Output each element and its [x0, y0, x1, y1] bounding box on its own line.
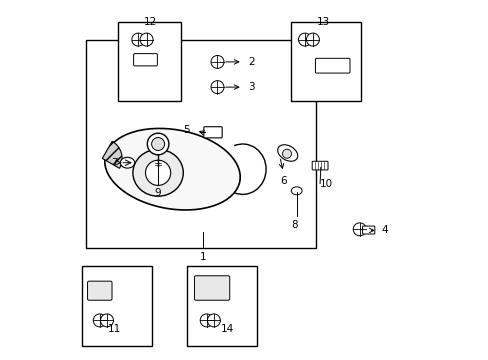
FancyBboxPatch shape: [87, 281, 112, 300]
Circle shape: [211, 81, 224, 94]
Text: 12: 12: [143, 17, 157, 27]
Circle shape: [211, 55, 224, 68]
FancyBboxPatch shape: [362, 226, 374, 234]
Ellipse shape: [291, 187, 302, 195]
FancyBboxPatch shape: [203, 127, 222, 138]
Bar: [290, 22, 360, 101]
Ellipse shape: [277, 145, 297, 161]
Text: 6: 6: [280, 176, 286, 186]
Text: 3: 3: [247, 82, 254, 92]
Circle shape: [306, 33, 319, 46]
Text: 7: 7: [111, 158, 118, 168]
Wedge shape: [102, 141, 122, 168]
Bar: [186, 266, 257, 346]
Circle shape: [352, 223, 366, 236]
FancyBboxPatch shape: [133, 54, 157, 66]
Text: 8: 8: [291, 220, 298, 230]
FancyBboxPatch shape: [194, 276, 229, 300]
Bar: [86, 40, 316, 248]
Ellipse shape: [104, 129, 240, 210]
Bar: [81, 266, 152, 346]
Bar: [118, 22, 181, 101]
Ellipse shape: [133, 149, 183, 196]
Circle shape: [207, 314, 220, 327]
Circle shape: [200, 314, 213, 327]
Circle shape: [101, 314, 113, 327]
Text: 5: 5: [183, 125, 189, 135]
Circle shape: [140, 33, 153, 46]
Ellipse shape: [120, 157, 134, 168]
Ellipse shape: [282, 149, 291, 158]
Text: 4: 4: [381, 225, 387, 235]
Ellipse shape: [145, 160, 170, 185]
Text: 2: 2: [247, 57, 254, 67]
Circle shape: [147, 133, 168, 155]
FancyBboxPatch shape: [315, 58, 349, 73]
Text: 1: 1: [200, 252, 206, 262]
Circle shape: [151, 138, 164, 150]
Text: 9: 9: [154, 188, 161, 198]
FancyBboxPatch shape: [311, 161, 327, 170]
Text: 11: 11: [107, 324, 121, 334]
Circle shape: [298, 33, 311, 46]
Text: 13: 13: [316, 17, 330, 27]
Circle shape: [93, 314, 106, 327]
Text: 10: 10: [320, 179, 332, 189]
Text: 14: 14: [220, 324, 233, 334]
Circle shape: [132, 33, 144, 46]
